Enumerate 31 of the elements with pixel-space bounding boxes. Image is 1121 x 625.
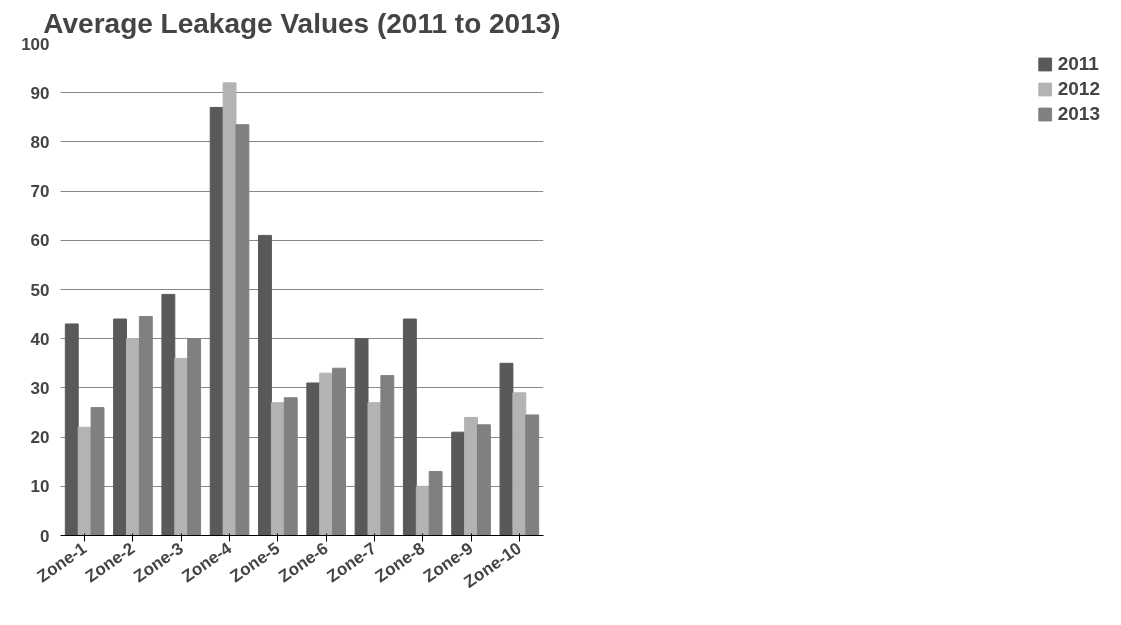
bar	[113, 318, 128, 536]
bar	[270, 402, 285, 536]
bar	[512, 392, 527, 536]
bar	[367, 402, 382, 536]
bar	[415, 485, 430, 536]
y-tick-label: 0	[40, 526, 50, 546]
bar	[402, 318, 417, 536]
y-tick-label: 60	[30, 231, 50, 251]
bar	[174, 357, 189, 536]
bar	[499, 362, 514, 536]
bar	[222, 82, 237, 536]
bar	[126, 338, 140, 536]
legend-label: 2011	[1057, 53, 1099, 75]
bar	[464, 416, 478, 536]
bar	[306, 382, 321, 536]
bar	[319, 372, 334, 536]
y-tick-label: 80	[30, 132, 50, 152]
y-tick-label: 40	[30, 329, 50, 349]
y-tick-label: 10	[30, 477, 50, 497]
y-tick-label: 90	[30, 83, 50, 103]
legend-label: 2012	[1057, 78, 1100, 100]
y-tick-label: 70	[30, 182, 50, 202]
bar	[161, 293, 176, 536]
bar	[258, 234, 272, 536]
legend-label: 2013	[1057, 103, 1100, 125]
bar	[354, 338, 369, 536]
bar	[64, 323, 79, 536]
bar	[451, 431, 466, 536]
y-tick-label: 50	[30, 280, 50, 300]
y-tick-label: 20	[30, 428, 50, 448]
y-tick-label: 30	[30, 378, 50, 398]
